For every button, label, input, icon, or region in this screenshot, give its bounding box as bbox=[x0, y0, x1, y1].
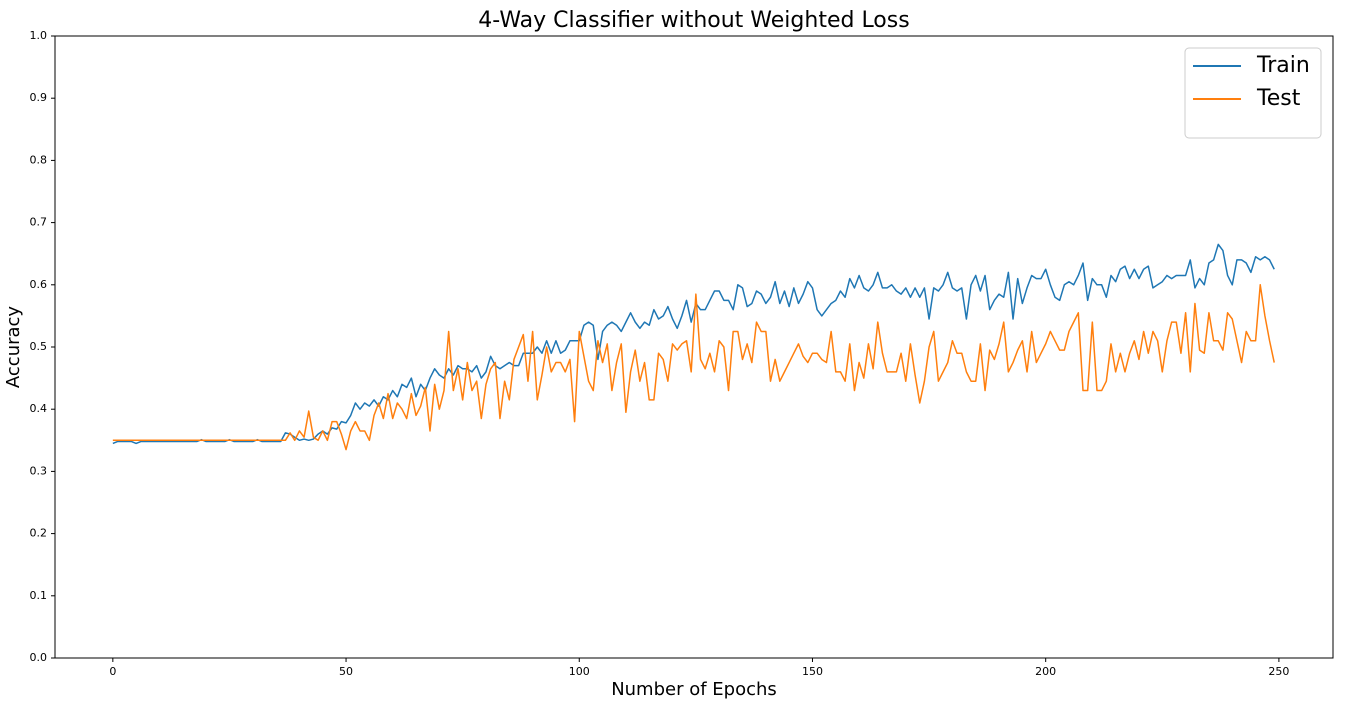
x-tick-label: 250 bbox=[1268, 665, 1289, 678]
y-tick-label: 0.5 bbox=[30, 340, 48, 353]
legend-label: Train bbox=[1256, 53, 1310, 78]
line-series bbox=[112, 243, 1275, 445]
line-series bbox=[112, 284, 1275, 451]
x-tick-label: 0 bbox=[109, 665, 116, 678]
y-tick-label: 1.0 bbox=[30, 29, 48, 42]
y-tick-label: 0.4 bbox=[30, 402, 48, 415]
x-axis-label: Number of Epochs bbox=[611, 679, 777, 700]
legend-box bbox=[1184, 47, 1322, 139]
y-tick-label: 0.9 bbox=[30, 91, 48, 104]
y-axis-label: Accuracy bbox=[3, 306, 24, 389]
y-tick-label: 0.0 bbox=[30, 651, 48, 664]
y-tick-label: 0.2 bbox=[30, 527, 48, 540]
x-tick-label: 100 bbox=[569, 665, 590, 678]
y-tick-label: 0.7 bbox=[30, 216, 48, 229]
y-tick-label: 0.3 bbox=[30, 464, 48, 477]
y-tick-label: 0.1 bbox=[30, 589, 48, 602]
legend-label: Test bbox=[1256, 86, 1301, 111]
x-tick-label: 50 bbox=[339, 665, 353, 678]
y-tick-label: 0.8 bbox=[30, 153, 48, 166]
plot-frame bbox=[54, 35, 1334, 659]
chart-title: 4-Way Classifier without Weighted Loss bbox=[478, 8, 909, 33]
x-tick-label: 200 bbox=[1035, 665, 1056, 678]
y-tick-label: 0.6 bbox=[30, 278, 48, 291]
x-tick-label: 150 bbox=[802, 665, 823, 678]
